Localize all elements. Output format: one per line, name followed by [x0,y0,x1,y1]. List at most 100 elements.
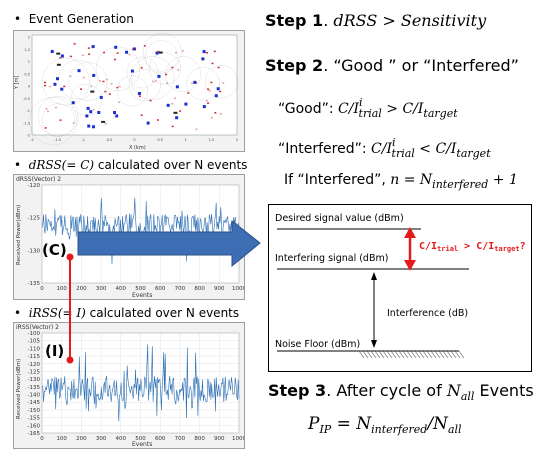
irss-ytick: -110 [28,346,41,352]
drss-ytick: -120 [28,183,41,189]
good-condition: “Good”: C/Iitrial > C/Itarget [278,96,458,120]
event-xtick: -1 [82,138,86,142]
irss-ytick: -115 [28,354,41,360]
event-generation-bullet: • Event Generation [14,12,134,26]
irss-ylabel: Received Power(dBm) [16,359,22,419]
drss-xtick: 700 [175,286,186,292]
event-ylabel: Y [m] [14,76,20,90]
irss-xtick: 200 [76,436,87,442]
irss-ytick: -105 [28,339,41,345]
drss-xtick: 400 [116,286,127,292]
red-dot-c [66,253,74,261]
step2: Step 2. “Good ” or “Interfered” [265,56,519,75]
event-generation-plot: 2 1.5 1 0.5 0 -0.5 -1 -1.5 -2 -2 -1.5 -1 -0.5 0 0.5 1 1… [13,30,245,152]
event-xtick: 0.5 [157,138,163,142]
event-xtick: 1.5 [209,138,215,142]
irss-plot: iRSS(Vector) 2 -100 -105 -110 -115 -120 -125 -… [13,322,246,449]
irss-plot-title: iRSS(Vector) 2 [16,324,59,331]
irss-xtick: 0 [40,436,44,442]
drss-xlabel: Events [132,292,152,299]
irss-ytick: -165 [28,431,41,437]
event-ytick: -2 [27,134,31,138]
drss-xtick: 800 [194,286,205,292]
irss-ytick: -130 [28,377,41,383]
ci-question: C/Itrial > C/Itarget? [419,241,526,253]
event-xtick: 0 [133,138,135,142]
irss-ytick: -150 [28,408,41,414]
event-circles [29,32,238,146]
step2-rest: . “Good ” or “Interfered” [323,56,519,75]
event-ytick: -1.5 [23,121,30,125]
event-xtick: 1 [185,138,187,142]
event-ytick: 1.5 [24,48,30,52]
event-xtick: 2 [236,138,238,142]
irss-xtick: 800 [194,436,205,442]
drss-rest: calculated over N events [97,158,248,172]
event-points [44,43,225,131]
drss-plot-title: dRSS(Vector) 2 [16,176,62,183]
irss-ytick: -125 [28,369,41,375]
step3-bold: Step 3 [268,381,327,400]
irss-ytick: -155 [28,416,41,422]
irss-xtick: 300 [96,436,107,442]
drss-var: dRSS [28,158,62,172]
irss-signal-line [41,344,240,422]
irss-xtick: 400 [116,436,127,442]
blue-arrow-shape [77,219,261,268]
drss-bullet-line: • dRSS(= C) calculated over N events [14,158,248,172]
event-ytick: 2 [28,36,30,40]
step2-bold: Step 2 [265,56,324,75]
irss-ytick: -120 [28,362,41,368]
pip-formula: PIP = Ninterfered/Nall [308,414,462,436]
irss-rest: calculated over N events [89,306,240,320]
event-xtick: -0.5 [105,138,112,142]
irss-xtick: 600 [155,436,166,442]
drss-xtick: 0 [40,286,44,292]
event-ytick: -0.5 [23,97,30,101]
event-generation-label: Event Generation [28,12,134,26]
drss-xtick: 100 [56,286,67,292]
drss-xtick: 900 [214,286,225,292]
step1: Step 1. dRSS > Sensitivity [265,11,487,30]
drss-ytick: -130 [28,248,41,254]
noise-floor-label: Noise Floor (dBm) [275,339,361,350]
drss-xtick: 500 [135,286,146,292]
marker-c: (C) [42,241,67,259]
irss-ytick: -145 [28,400,41,406]
event-ytick: 0.5 [24,72,30,76]
drss-xtick: 200 [76,286,87,292]
irss-var: iRSS [28,306,58,320]
event-xtick: -1.5 [54,138,61,142]
irss-ytick: -160 [28,423,41,429]
drss-ytick: -135 [28,281,41,287]
drss-ylabel: Received Power(dBm) [16,205,22,265]
signal-diagram-svg [277,227,469,359]
drss-paren: (= C) [61,158,95,172]
interfered-condition: “Interfered”: C/Iitrial < C/Itarget [278,136,491,160]
irss-xtick: 700 [175,436,186,442]
interference-label: Interference (dB) [387,308,469,319]
drss-xtick: 600 [155,286,166,292]
irss-xtick: 100 [56,436,67,442]
irss-svg: -100 -105-110 -115 -120-125 -130 -135 -140-145… [16,331,246,448]
event-ytick: 1 [28,60,30,64]
marker-i: (I) [45,342,65,360]
event-ytick: 0 [28,85,30,89]
irss-bullet-line: • iRSS(= I) calculated over N events [14,306,240,320]
interfering-label: Interfering signal (dBm) [275,253,389,264]
irss-paren: (= I) [57,306,86,320]
drss-ytick: -125 [28,216,41,222]
if-interfered-line: If “Interfered”, n = Ninterfered + 1 [284,172,518,191]
desired-label: Desired signal value (dBm) [275,213,404,224]
drss-xtick: 1000 [232,286,244,292]
signal-diagram: Desired signal value (dBm) Interfering s… [268,204,532,372]
irss-ytick: -100 [28,331,41,337]
step3: Step 3. After cycle of Nall Events [268,381,534,403]
irss-ytick: -140 [28,393,41,399]
irss-xtick: 900 [214,436,225,442]
red-dot-i [66,356,74,364]
irss-xlabel: Events [132,441,152,448]
event-xlabel: X (km) [129,145,146,151]
